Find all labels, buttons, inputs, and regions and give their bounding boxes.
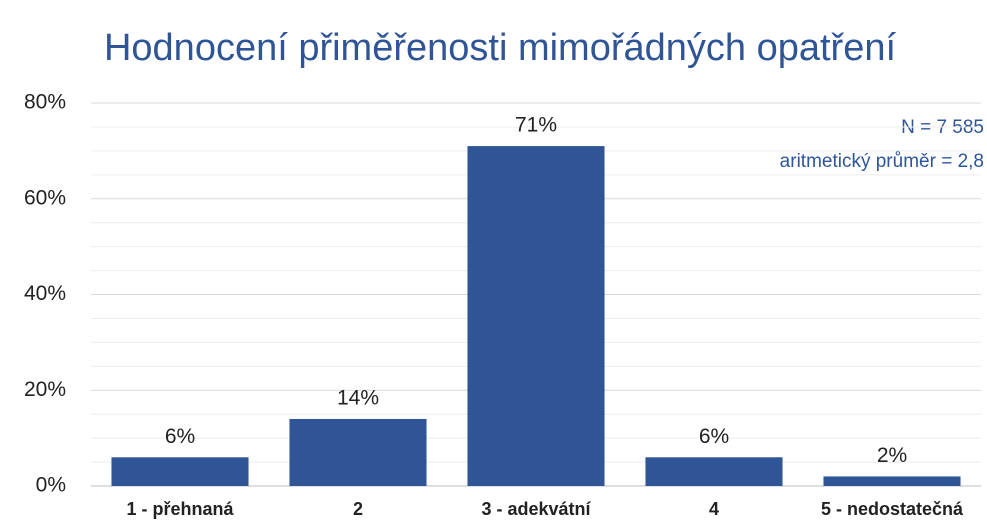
bar <box>645 457 783 486</box>
y-tick-label: 0% <box>36 474 66 497</box>
x-tick-label: 4 <box>709 499 719 519</box>
value-label: 14% <box>337 387 379 410</box>
value-label: 2% <box>877 444 907 467</box>
value-label: 6% <box>165 425 195 448</box>
annotation: N = 7 585 <box>901 117 984 138</box>
bar <box>111 457 249 486</box>
y-tick-label: 80% <box>24 91 66 114</box>
bar <box>467 146 605 486</box>
value-label: 71% <box>515 114 557 137</box>
bar <box>823 476 961 486</box>
value-label: 6% <box>699 425 729 448</box>
x-tick-label: 1 - přehnaná <box>126 499 234 519</box>
x-tick-label: 2 <box>353 499 363 519</box>
y-tick-label: 20% <box>24 378 66 401</box>
x-tick-label: 5 - nedostatečná <box>821 499 964 519</box>
y-tick-label: 40% <box>24 282 66 305</box>
x-tick-label: 3 - adekvátní <box>481 499 591 519</box>
bar <box>289 418 427 486</box>
annotation: aritmetický průměr = 2,8 <box>780 151 984 172</box>
y-tick-label: 60% <box>24 186 66 209</box>
chart-title: Hodnocení přiměřenosti mimořádných opatř… <box>104 27 897 69</box>
